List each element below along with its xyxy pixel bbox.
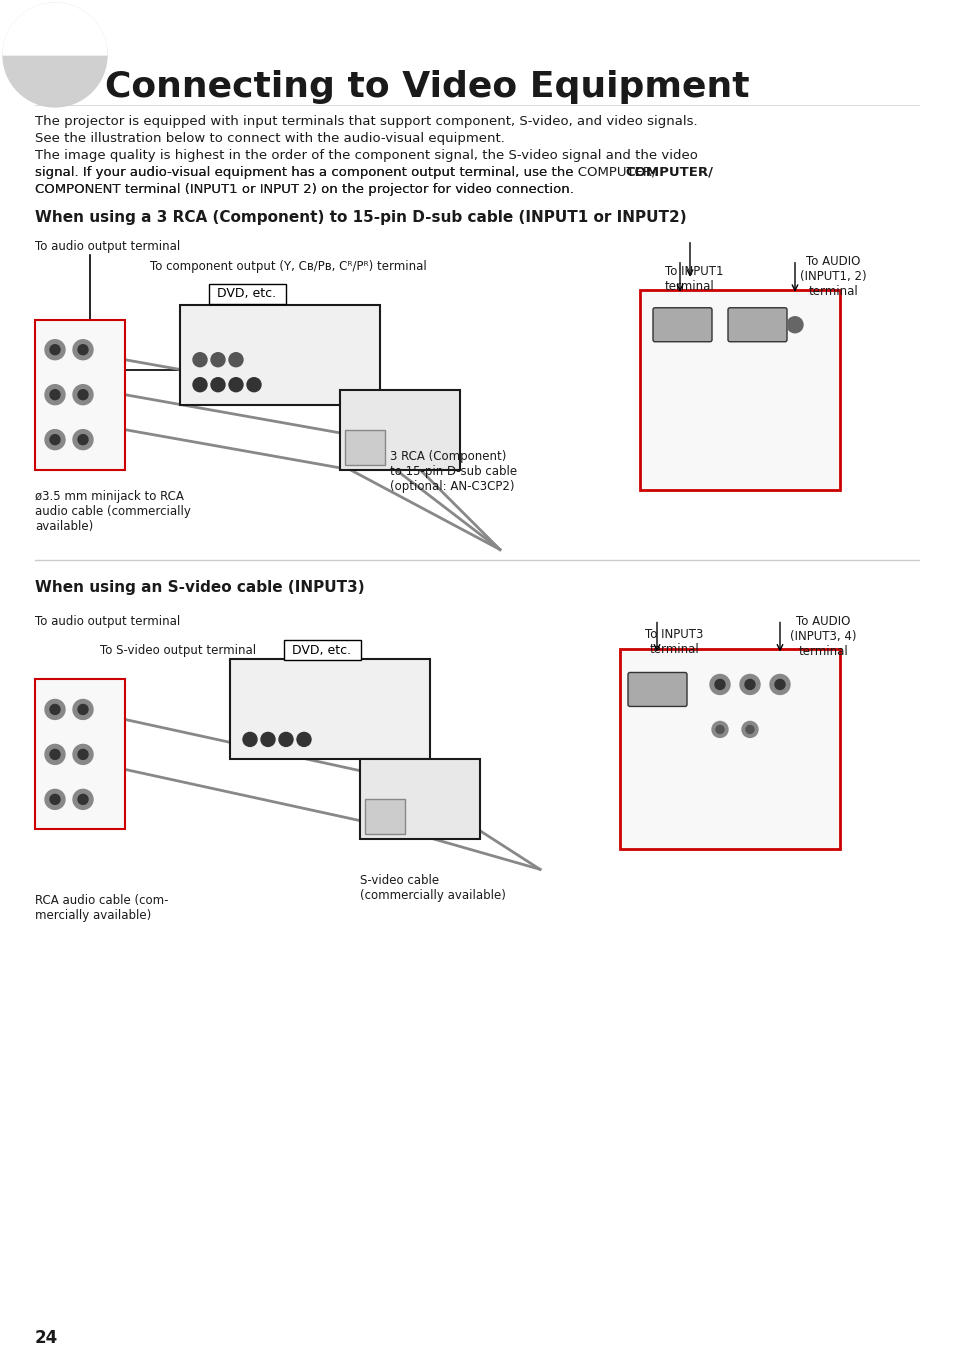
Text: signal. If your audio-visual equipment has a component output terminal, use the : signal. If your audio-visual equipment h… [35,166,656,178]
Text: DVD, etc.: DVD, etc. [293,644,352,657]
Circle shape [50,795,60,804]
Circle shape [45,430,65,450]
Circle shape [45,339,65,360]
Text: When using a 3 RCA (Component) to 15-pin D-sub cable (INPUT1 or INPUT2): When using a 3 RCA (Component) to 15-pin… [35,210,686,224]
Circle shape [774,680,784,690]
Circle shape [714,680,724,690]
Text: COMPONENT terminal (INPUT1 or INPUT 2) on the projector for video connection.: COMPONENT terminal (INPUT1 or INPUT 2) o… [35,183,574,196]
Circle shape [78,704,88,714]
Text: To audio output terminal: To audio output terminal [35,615,180,627]
Circle shape [78,345,88,354]
Circle shape [786,316,802,333]
FancyBboxPatch shape [209,284,286,304]
Text: To AUDIO
(INPUT3, 4)
terminal: To AUDIO (INPUT3, 4) terminal [789,615,856,657]
Bar [619,649,840,849]
Circle shape [3,3,107,107]
Wedge shape [3,3,107,55]
Circle shape [73,745,92,764]
FancyBboxPatch shape [652,308,711,342]
Circle shape [50,749,60,760]
Circle shape [73,385,92,404]
Circle shape [193,353,207,366]
Text: COMPUTER/: COMPUTER/ [624,166,712,178]
Circle shape [73,339,92,360]
Text: DVD, etc.: DVD, etc. [217,287,276,300]
Text: To audio output terminal: To audio output terminal [35,239,180,253]
Circle shape [78,434,88,445]
Text: To component output (Y, Cʙ/Pʙ, Cᴿ/Pᴿ) terminal: To component output (Y, Cʙ/Pʙ, Cᴿ/Pᴿ) te… [150,260,426,273]
Text: Connecting to Video Equipment: Connecting to Video Equipment [105,70,749,104]
Text: To S-video output terminal: To S-video output terminal [100,645,255,657]
Circle shape [278,733,293,746]
Text: To AUDIO
(INPUT1, 2)
terminal: To AUDIO (INPUT1, 2) terminal [800,254,865,297]
Circle shape [73,699,92,719]
Circle shape [45,699,65,719]
Bar [345,430,385,465]
Text: When using an S-video cable (INPUT3): When using an S-video cable (INPUT3) [35,580,364,595]
Bar [180,304,379,404]
Circle shape [229,353,243,366]
Circle shape [50,345,60,354]
Circle shape [211,353,225,366]
Text: S-video cable
(commercially available): S-video cable (commercially available) [359,875,505,902]
Bar [359,760,479,840]
Circle shape [45,745,65,764]
Bar [365,799,405,834]
Circle shape [50,704,60,714]
Bar [35,680,125,829]
Circle shape [243,733,256,746]
Text: 3 RCA (Component)
to 15-pin D-sub cable
(optional: AN-C3CP2): 3 RCA (Component) to 15-pin D-sub cable … [390,450,517,492]
Circle shape [296,733,311,746]
Circle shape [709,675,729,695]
Bar [35,320,125,469]
Text: ø3.5 mm minijack to RCA
audio cable (commercially
available): ø3.5 mm minijack to RCA audio cable (com… [35,489,191,533]
Text: To INPUT1
terminal: To INPUT1 terminal [664,265,722,293]
Bar [230,660,430,760]
Circle shape [741,722,758,737]
FancyBboxPatch shape [284,641,360,661]
Text: RCA audio cable (com-
mercially available): RCA audio cable (com- mercially availabl… [35,894,169,922]
Circle shape [45,790,65,810]
Text: The image quality is highest in the order of the component signal, the S-video s: The image quality is highest in the orde… [35,149,698,162]
Circle shape [45,385,65,404]
FancyBboxPatch shape [627,672,686,707]
Circle shape [247,377,261,392]
Circle shape [769,675,789,695]
Circle shape [229,377,243,392]
Bar [639,289,840,489]
Circle shape [78,795,88,804]
Circle shape [211,377,225,392]
Bar [339,389,459,469]
Circle shape [50,389,60,400]
Circle shape [78,389,88,400]
Text: See the illustration below to connect with the audio-visual equipment.: See the illustration below to connect wi… [35,132,504,145]
Circle shape [193,377,207,392]
Circle shape [50,434,60,445]
Circle shape [261,733,274,746]
Circle shape [745,726,753,733]
Circle shape [740,675,760,695]
Text: COMPONENT terminal (INPUT1 or INPUT 2) on the projector for video connection.: COMPONENT terminal (INPUT1 or INPUT 2) o… [35,183,574,196]
Circle shape [73,430,92,450]
Text: 24: 24 [35,1329,58,1347]
Text: The projector is equipped with input terminals that support component, S-video, : The projector is equipped with input ter… [35,115,697,128]
Text: To INPUT3
terminal: To INPUT3 terminal [644,627,702,656]
FancyBboxPatch shape [727,308,786,342]
Circle shape [744,680,754,690]
Circle shape [716,726,723,733]
Circle shape [73,790,92,810]
Text: signal. If your audio-visual equipment has a component output terminal, use the: signal. If your audio-visual equipment h… [35,166,578,178]
Circle shape [78,749,88,760]
Circle shape [711,722,727,737]
